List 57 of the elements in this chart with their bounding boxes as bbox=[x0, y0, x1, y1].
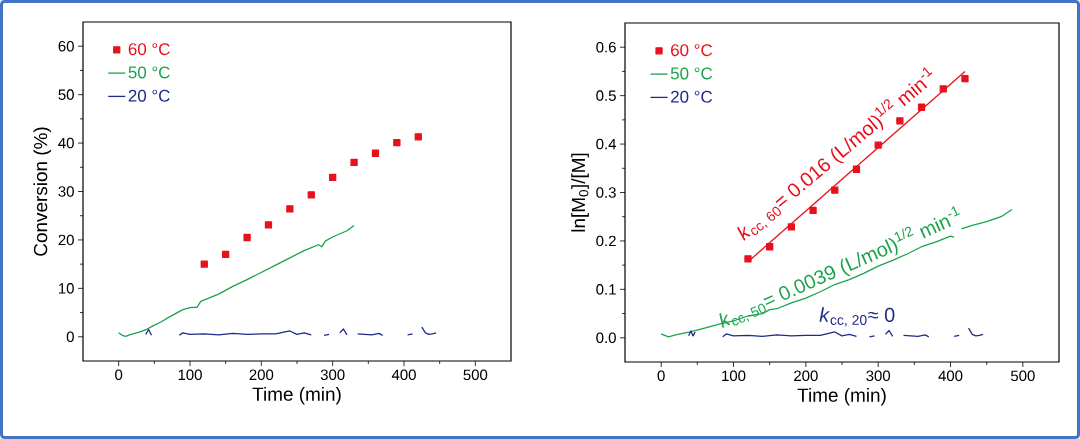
legend-label: 60 °C bbox=[128, 43, 170, 56]
x-tick-label: 100 bbox=[722, 370, 746, 382]
x-tick-label: 200 bbox=[249, 369, 274, 381]
x-tick-label: 200 bbox=[794, 370, 818, 382]
y-tick-label: 0.6 bbox=[596, 41, 616, 53]
y-tick-label: 0 bbox=[66, 331, 74, 343]
y-tick-label: 0.0 bbox=[596, 332, 616, 344]
x-tick-label: 0 bbox=[657, 370, 665, 382]
point bbox=[200, 260, 208, 268]
point bbox=[896, 117, 904, 125]
point bbox=[371, 149, 380, 157]
y-axis-title: Conversion (%) bbox=[33, 127, 52, 256]
point bbox=[243, 233, 251, 242]
point bbox=[329, 173, 337, 182]
y-tick-label: 0.4 bbox=[596, 138, 617, 150]
y-axis-title: ln[M$_{0}$]/[M] bbox=[571, 153, 589, 232]
y-tick-label: 0.2 bbox=[596, 235, 616, 247]
point bbox=[831, 186, 839, 194]
point bbox=[787, 223, 796, 231]
point bbox=[809, 206, 817, 215]
y-tick-label: 60 bbox=[58, 40, 74, 52]
point bbox=[852, 165, 861, 173]
x-tick-label: 500 bbox=[463, 369, 488, 381]
point bbox=[264, 221, 273, 229]
x-axis-title: Time (min) bbox=[252, 386, 341, 405]
x-tick-label: 500 bbox=[1010, 370, 1035, 382]
point bbox=[414, 133, 422, 141]
x-tick-label: 300 bbox=[866, 370, 891, 382]
point bbox=[961, 75, 969, 83]
y-tick-label: 20 bbox=[58, 234, 74, 246]
y-tick-label: 0.1 bbox=[596, 284, 616, 295]
legend-label: 20 °C bbox=[671, 90, 713, 103]
y-tick-label: 10 bbox=[59, 283, 74, 294]
y-tick-label: 50 bbox=[58, 89, 74, 100]
legend-label: 60 °C bbox=[671, 44, 713, 57]
legend-label: 20 °C bbox=[128, 89, 170, 102]
x-tick-label: 400 bbox=[938, 370, 963, 382]
x-tick-label: 400 bbox=[391, 369, 416, 381]
legend-label: 50 °C bbox=[128, 66, 170, 79]
point bbox=[286, 205, 294, 213]
legend-label: 50 °C bbox=[670, 67, 713, 80]
point bbox=[939, 85, 947, 93]
x-axis-title: Time (min) bbox=[797, 387, 886, 406]
point bbox=[307, 191, 315, 199]
point bbox=[766, 243, 774, 251]
y-tick-label: 0.3 bbox=[596, 187, 616, 198]
point bbox=[393, 138, 401, 147]
point bbox=[222, 250, 230, 259]
y-tick-label: 0.5 bbox=[596, 90, 616, 101]
x-tick-label: 100 bbox=[178, 369, 202, 381]
y-tick-label: 30 bbox=[58, 186, 74, 197]
point bbox=[350, 158, 358, 167]
annotation: k$_{cc, 20}$≈ 0 bbox=[819, 307, 895, 327]
y-tick-label: 40 bbox=[58, 137, 74, 149]
x-tick-label: 0 bbox=[115, 369, 123, 381]
point bbox=[744, 255, 752, 263]
x-tick-label: 300 bbox=[320, 369, 345, 381]
